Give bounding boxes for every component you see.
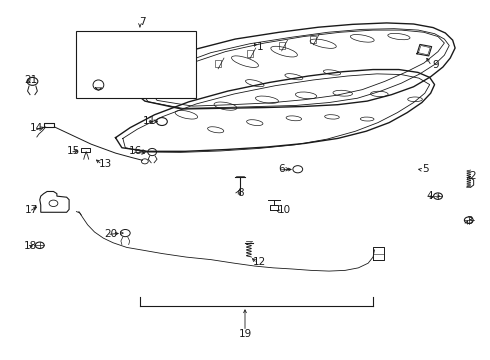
Bar — [76, 31, 196, 98]
Text: 3: 3 — [466, 216, 473, 226]
Bar — [247, 50, 253, 57]
Text: 5: 5 — [422, 164, 429, 174]
Text: 20: 20 — [104, 229, 117, 239]
Text: 14: 14 — [30, 123, 43, 133]
Text: 6: 6 — [278, 164, 285, 174]
Text: 8: 8 — [237, 188, 244, 198]
Text: 7: 7 — [139, 17, 146, 27]
Bar — [279, 42, 285, 49]
Text: 4: 4 — [426, 191, 433, 201]
Text: 12: 12 — [253, 257, 266, 267]
Text: 19: 19 — [238, 329, 252, 339]
Text: 21: 21 — [24, 75, 38, 85]
Bar — [215, 60, 221, 67]
Text: 15: 15 — [66, 146, 80, 156]
Text: 18: 18 — [24, 241, 37, 251]
Text: 16: 16 — [128, 146, 142, 156]
Text: 1: 1 — [256, 42, 263, 52]
Text: 17: 17 — [24, 206, 38, 216]
Text: 2: 2 — [469, 171, 475, 181]
Text: 9: 9 — [432, 60, 439, 70]
Text: 13: 13 — [99, 159, 112, 169]
Text: 10: 10 — [277, 206, 291, 216]
Bar — [311, 36, 317, 43]
Text: 11: 11 — [143, 116, 156, 126]
